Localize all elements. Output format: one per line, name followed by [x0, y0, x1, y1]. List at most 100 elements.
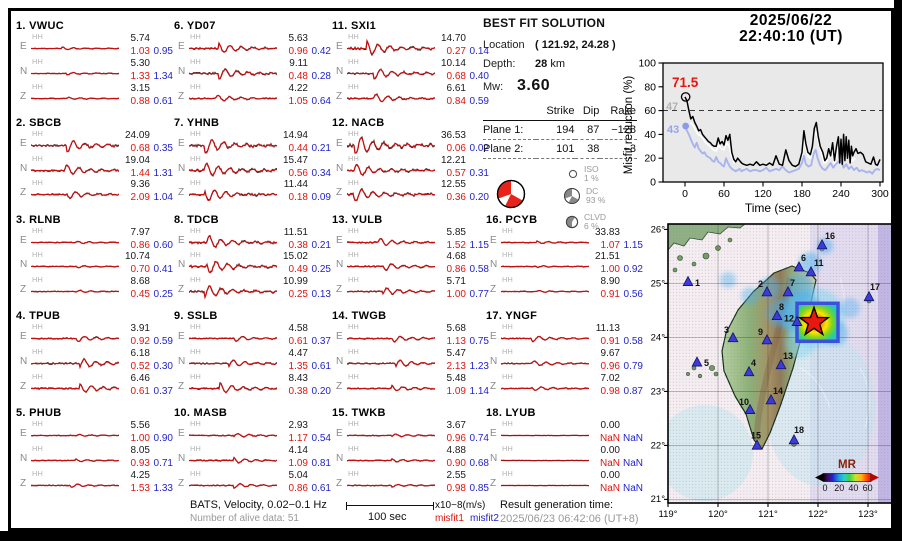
x-axis-label: Time (sec) — [745, 201, 801, 215]
peak-amplitude: 3.15 — [130, 82, 150, 94]
component-letter: N — [20, 452, 28, 464]
lon-label: 121° — [758, 509, 778, 520]
component-letter: E — [20, 428, 27, 440]
trace-values: 9.67 0.96 0.79 — [591, 348, 643, 372]
trace-row-SSLB-E: E HH 4.58 0.61 0.37 — [174, 322, 331, 348]
trace-row-LYUB-E: E HH 0.00 NaN NaN — [486, 419, 643, 445]
time-scale-bar — [346, 502, 434, 510]
misfit2-value: 0.14 — [469, 46, 489, 57]
peak-amplitude: 5.68 — [446, 323, 466, 335]
misfit1-value: 0.96 — [600, 361, 620, 373]
trace-row-RLNB-Z: Z HH 8.68 0.45 0.25 — [16, 275, 173, 301]
misfit1-value: 0.44 — [288, 142, 308, 154]
waveform-trace — [501, 360, 589, 367]
peak-amplitude: 9.67 — [600, 348, 620, 360]
trace-row-TWKB-N: N HH 4.88 0.90 0.68 — [332, 444, 489, 470]
waveform-trace — [31, 357, 119, 370]
channel-code: HH — [502, 371, 513, 381]
map-axis-labels: 26° 25° 24° 23° 22° 21° 119° 120° 121° 122° 123° — [651, 224, 878, 520]
peak-amplitude: 7.02 — [600, 372, 620, 384]
misfit2-value: 0.41 — [153, 264, 173, 276]
misfit-reduction-chart: 0 60 120 180 240 300 0 20 40 60 80 100 Time (sec) Mis… — [623, 58, 889, 216]
dip-header: Dip — [575, 102, 601, 121]
trace-values: 14.94 0.44 0.21 — [279, 130, 331, 154]
misfit2-value: 0.61 — [311, 482, 331, 494]
component-letter: N — [20, 356, 28, 368]
misfit2-value: 0.21 — [311, 142, 331, 154]
channel-code: HH — [32, 443, 43, 453]
station-marker-label-8: 8 — [779, 302, 784, 312]
channel-code: HH — [190, 371, 201, 381]
waveform-trace — [347, 287, 435, 296]
peak-amplitude: 0.00 — [600, 420, 620, 432]
trace-row-LYUB-Z: Z HH 0.00 NaN NaN — [486, 469, 643, 495]
trace-values: 12.21 0.57 0.31 — [437, 155, 489, 179]
trace-values: 6.61 0.84 0.59 — [437, 83, 489, 107]
waveform-trace — [189, 381, 277, 394]
station-title: 1. VWUC — [16, 20, 64, 32]
nodal-planes-table: Strike Dip Rake Plane 1: 194 87 −128 Pla… — [483, 102, 637, 159]
waveform-trace — [347, 263, 435, 272]
channel-code: HH — [348, 468, 359, 478]
misfit1-value: 0.86 — [130, 239, 150, 251]
trace-row-NACB-N: N HH 12.21 0.57 0.31 — [332, 154, 489, 180]
channel-code: HH — [502, 443, 513, 453]
peak-amplitude: 5.63 — [288, 33, 308, 44]
trace-values: 5.47 2.13 1.23 — [437, 348, 489, 372]
misfit1-value: 0.48 — [288, 70, 308, 82]
waveform-trace — [347, 135, 435, 154]
misfit2-value: 0.56 — [623, 289, 643, 301]
peak-amplitude: 5.71 — [446, 276, 466, 288]
component-letter: N — [336, 65, 344, 77]
trace-row-NACB-Z: Z HH 12.55 0.36 0.20 — [332, 178, 489, 204]
peak-amplitude: 8.43 — [288, 372, 308, 384]
misfit2-value: 0.58 — [469, 264, 489, 276]
figure-page: 1. VWUC E HH 5.74 1.03 0.95 N HH 5.30 1.33 1.34 Z HH… — [0, 0, 894, 531]
colorbar-tick-label: 20 — [834, 483, 844, 493]
trace-values: 5.30 1.33 1.34 — [121, 58, 173, 82]
station-marker-9 — [761, 334, 773, 345]
planes-header-row: Strike Dip Rake — [483, 102, 637, 121]
channel-code: HH — [348, 322, 359, 332]
channel-code: HH — [190, 250, 201, 260]
misfit1-value: 0.38 — [288, 385, 308, 397]
misfit1-value: 1.00 — [600, 264, 620, 276]
trace-values: 6.18 0.52 0.30 — [121, 348, 173, 372]
component-letter: Z — [336, 187, 343, 199]
channel-code: HH — [190, 56, 201, 66]
mw-value: 3.60 — [517, 77, 551, 94]
misfit1-value: 1.03 — [130, 46, 150, 57]
peak-amplitude: 4.88 — [446, 444, 466, 456]
lon-label: 119° — [659, 509, 678, 520]
peak-amplitude: 5.85 — [446, 226, 466, 238]
trace-values: 5.85 1.52 1.15 — [437, 227, 489, 251]
misfit1-value: 0.93 — [130, 457, 150, 469]
channel-code: HH — [348, 225, 359, 235]
channel-code: HH — [32, 225, 43, 235]
component-letter: E — [178, 331, 185, 343]
channel-code: HH — [190, 81, 201, 91]
misfit1-value: 0.52 — [130, 361, 150, 373]
colorbar-tick-label: 0 — [822, 483, 827, 493]
trace-row-TWKB-E: E HH 3.67 0.96 0.74 — [332, 419, 489, 445]
trace-row-TDCB-E: E HH 11.51 0.38 0.21 — [174, 226, 331, 252]
misfit1-value: 0.25 — [288, 289, 308, 301]
trace-row-TWGB-N: N HH 5.47 2.13 1.23 — [332, 347, 489, 373]
misfit1-value: 0.68 — [130, 142, 150, 154]
station-block-VWUC: 1. VWUC E HH 5.74 1.03 0.95 N HH 5.30 1.33 1.34 Z HH… — [16, 20, 173, 117]
component-letter: N — [20, 65, 28, 77]
peak-amplitude: 4.68 — [446, 251, 466, 263]
station-marker-13 — [775, 358, 787, 370]
peak-amplitude: 9.11 — [289, 57, 308, 69]
event-date: 2025/06/22 — [749, 12, 833, 29]
trace-row-PCYB-E: E HH 33.83 1.07 1.15 — [486, 226, 643, 252]
waveform-trace — [347, 433, 435, 438]
trace-values: 0.00 NaN NaN — [591, 445, 643, 469]
trace-row-TWKB-Z: Z HH 2.55 0.98 0.85 — [332, 468, 489, 495]
trace-row-YHNB-Z: Z HH 11.44 0.18 0.09 — [174, 178, 331, 204]
station-title: 7. YHNB — [174, 116, 220, 129]
trace-row-SXI1-Z: Z HH 6.61 0.84 0.59 — [332, 82, 489, 108]
misfit2-value: 0.87 — [623, 385, 643, 397]
trace-values: 19.04 1.44 1.31 — [121, 155, 173, 179]
misfit2-value: 0.59 — [469, 95, 489, 107]
